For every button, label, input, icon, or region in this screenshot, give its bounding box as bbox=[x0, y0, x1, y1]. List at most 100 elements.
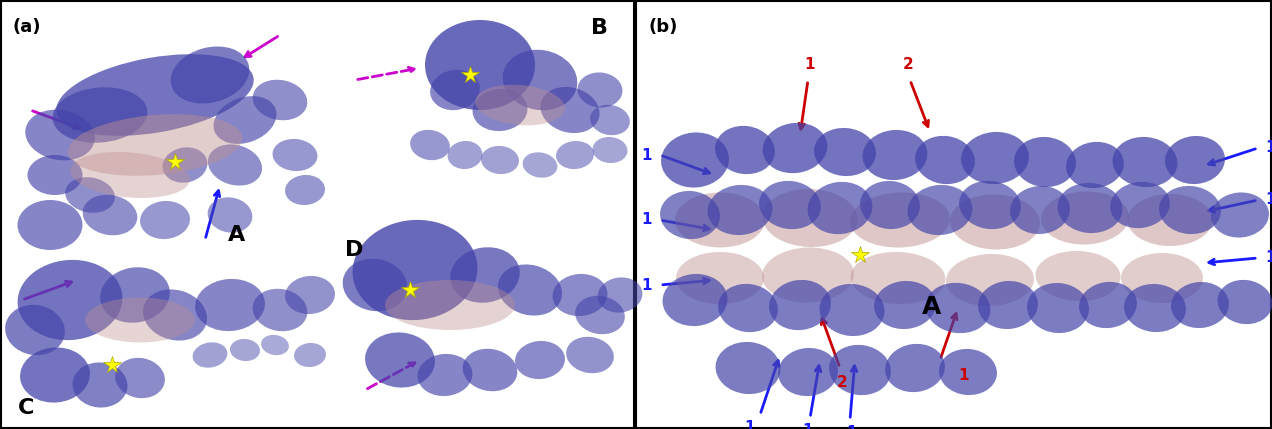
Text: B: B bbox=[591, 18, 608, 38]
Ellipse shape bbox=[352, 220, 477, 320]
Ellipse shape bbox=[926, 283, 991, 333]
Ellipse shape bbox=[253, 289, 308, 331]
Text: 1: 1 bbox=[1264, 141, 1272, 155]
Ellipse shape bbox=[715, 126, 775, 174]
Ellipse shape bbox=[52, 87, 148, 143]
Ellipse shape bbox=[1040, 191, 1130, 245]
Ellipse shape bbox=[885, 344, 945, 392]
Ellipse shape bbox=[83, 195, 137, 235]
Ellipse shape bbox=[1057, 183, 1122, 233]
Ellipse shape bbox=[663, 274, 728, 326]
Ellipse shape bbox=[1121, 253, 1203, 303]
Ellipse shape bbox=[762, 248, 854, 302]
Ellipse shape bbox=[481, 146, 519, 174]
Ellipse shape bbox=[962, 132, 1029, 184]
Ellipse shape bbox=[342, 259, 407, 311]
Ellipse shape bbox=[73, 363, 127, 408]
Bar bbox=[636, 1, 1271, 428]
Ellipse shape bbox=[410, 130, 450, 160]
Ellipse shape bbox=[430, 70, 480, 110]
Ellipse shape bbox=[907, 185, 973, 235]
Ellipse shape bbox=[497, 264, 562, 316]
Ellipse shape bbox=[85, 297, 195, 342]
Ellipse shape bbox=[1211, 193, 1269, 238]
Ellipse shape bbox=[448, 141, 482, 169]
Ellipse shape bbox=[1014, 137, 1076, 187]
Ellipse shape bbox=[716, 342, 781, 394]
Ellipse shape bbox=[5, 305, 65, 355]
Text: 2: 2 bbox=[837, 375, 847, 390]
Ellipse shape bbox=[1172, 282, 1229, 328]
Ellipse shape bbox=[385, 280, 515, 330]
Ellipse shape bbox=[214, 96, 276, 144]
Ellipse shape bbox=[874, 281, 936, 329]
Text: 1: 1 bbox=[847, 425, 857, 429]
Ellipse shape bbox=[829, 345, 890, 395]
Ellipse shape bbox=[851, 252, 945, 304]
Ellipse shape bbox=[261, 335, 289, 355]
Bar bbox=[1, 1, 633, 428]
Ellipse shape bbox=[950, 194, 1040, 250]
Ellipse shape bbox=[860, 181, 920, 229]
Ellipse shape bbox=[463, 349, 518, 391]
Ellipse shape bbox=[116, 358, 165, 398]
Ellipse shape bbox=[770, 280, 831, 330]
Ellipse shape bbox=[417, 354, 472, 396]
Ellipse shape bbox=[1079, 282, 1137, 328]
Ellipse shape bbox=[978, 281, 1038, 329]
Ellipse shape bbox=[18, 200, 83, 250]
Ellipse shape bbox=[763, 123, 827, 173]
Ellipse shape bbox=[18, 260, 122, 340]
Ellipse shape bbox=[1159, 186, 1221, 234]
Ellipse shape bbox=[959, 181, 1021, 229]
Ellipse shape bbox=[675, 193, 764, 248]
Text: 1: 1 bbox=[1264, 251, 1272, 266]
Ellipse shape bbox=[1127, 194, 1212, 246]
Ellipse shape bbox=[778, 348, 838, 396]
Ellipse shape bbox=[575, 296, 625, 334]
Ellipse shape bbox=[577, 73, 622, 108]
Text: 1: 1 bbox=[805, 57, 815, 72]
Ellipse shape bbox=[20, 347, 90, 402]
Ellipse shape bbox=[1113, 137, 1178, 187]
Ellipse shape bbox=[850, 193, 950, 248]
Ellipse shape bbox=[1124, 284, 1186, 332]
Ellipse shape bbox=[915, 136, 974, 184]
Ellipse shape bbox=[523, 152, 557, 178]
Ellipse shape bbox=[1035, 251, 1121, 301]
Ellipse shape bbox=[70, 152, 190, 198]
Ellipse shape bbox=[862, 130, 927, 180]
Ellipse shape bbox=[140, 201, 190, 239]
Text: D: D bbox=[345, 240, 364, 260]
Text: 2: 2 bbox=[903, 57, 913, 72]
Ellipse shape bbox=[541, 87, 599, 133]
Ellipse shape bbox=[660, 191, 720, 239]
Ellipse shape bbox=[285, 175, 324, 205]
Ellipse shape bbox=[285, 276, 335, 314]
Text: (a): (a) bbox=[11, 18, 41, 36]
Ellipse shape bbox=[67, 114, 242, 176]
Ellipse shape bbox=[230, 339, 259, 361]
Text: 1: 1 bbox=[1264, 193, 1272, 208]
Ellipse shape bbox=[476, 85, 565, 125]
Text: A: A bbox=[228, 225, 245, 245]
Ellipse shape bbox=[56, 54, 253, 136]
Ellipse shape bbox=[707, 185, 772, 235]
Ellipse shape bbox=[1217, 280, 1272, 324]
Ellipse shape bbox=[814, 128, 876, 176]
Ellipse shape bbox=[552, 274, 608, 316]
Text: 1: 1 bbox=[958, 368, 968, 383]
Ellipse shape bbox=[142, 290, 207, 341]
Ellipse shape bbox=[1165, 136, 1225, 184]
Ellipse shape bbox=[759, 181, 820, 229]
Ellipse shape bbox=[590, 105, 630, 135]
Ellipse shape bbox=[272, 139, 318, 171]
Ellipse shape bbox=[163, 147, 207, 183]
Ellipse shape bbox=[472, 89, 528, 131]
Text: 1: 1 bbox=[803, 423, 813, 429]
Text: 1: 1 bbox=[641, 148, 653, 163]
Ellipse shape bbox=[808, 182, 873, 234]
Text: A: A bbox=[922, 295, 941, 319]
Ellipse shape bbox=[515, 341, 565, 379]
Ellipse shape bbox=[195, 279, 265, 331]
